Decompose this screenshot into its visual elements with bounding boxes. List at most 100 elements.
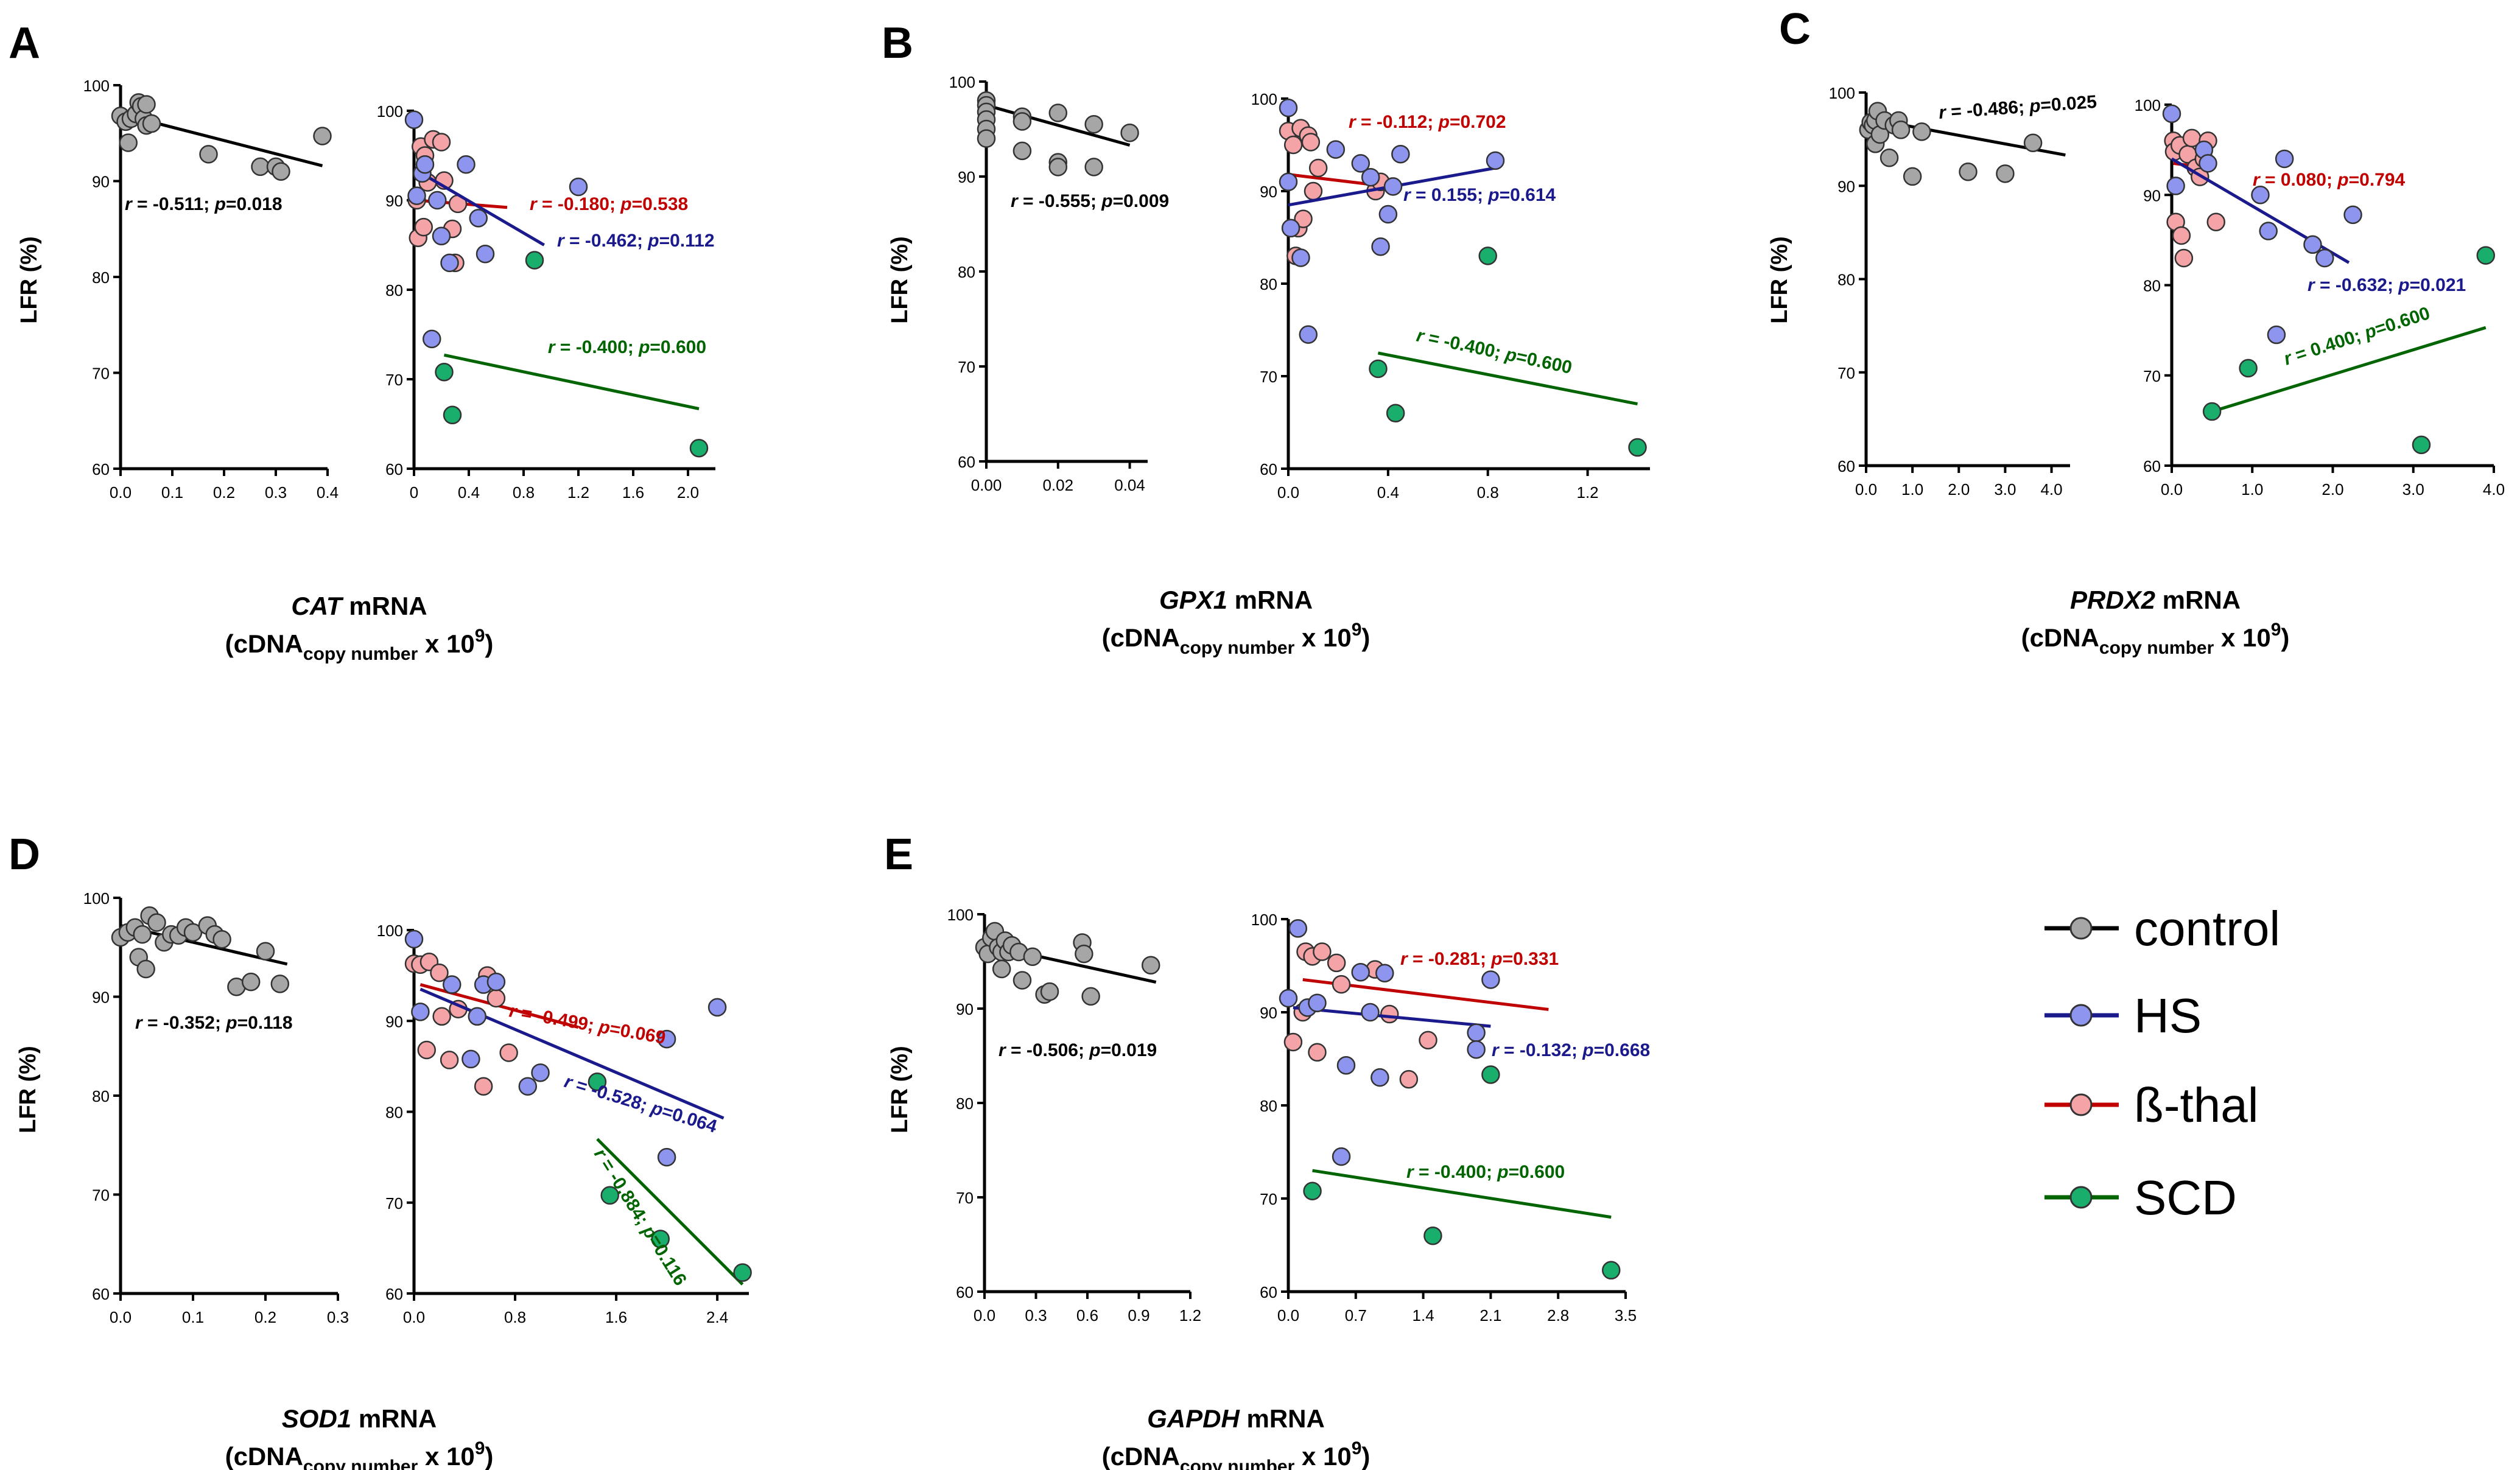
legend-item-SCD: SCD bbox=[2044, 1171, 2237, 1225]
x-tick-label: 0.3 bbox=[265, 483, 287, 502]
data-point-SCD bbox=[1478, 247, 1497, 265]
x-tick-label: 0.0 bbox=[110, 483, 132, 502]
fit-line-control bbox=[986, 103, 1131, 147]
fit-line-SCD bbox=[443, 353, 700, 410]
y-tick-label: 90 bbox=[385, 192, 403, 210]
data-point-SCD bbox=[1602, 1261, 1621, 1280]
data-point-HS bbox=[432, 226, 451, 246]
stat-annotation-SCD: r = -0.400; p=0.600 bbox=[1406, 1162, 1565, 1182]
data-point-SCD bbox=[1369, 359, 1388, 379]
data-point-thal bbox=[2206, 212, 2225, 231]
x-tick-label: 2.8 bbox=[1547, 1306, 1569, 1325]
y-tick-label: 70 bbox=[92, 365, 110, 383]
data-point-control bbox=[1912, 122, 1931, 141]
y-tick-label: 100 bbox=[377, 102, 403, 121]
data-point-HS bbox=[518, 1077, 538, 1096]
x-tick-label: 0.8 bbox=[513, 483, 535, 502]
y-tick-label: 90 bbox=[92, 173, 110, 191]
data-point-HS bbox=[1383, 177, 1403, 196]
data-point-control bbox=[251, 157, 270, 177]
y-tick-label: 60 bbox=[1260, 1283, 1277, 1301]
y-tick-label: 60 bbox=[1260, 460, 1277, 478]
data-point-thal bbox=[1283, 135, 1303, 155]
y-tick-label: 70 bbox=[385, 1194, 403, 1213]
y-tick-label: 60 bbox=[958, 453, 975, 471]
data-point-HS bbox=[1467, 1040, 1486, 1059]
data-point-HS bbox=[407, 186, 426, 205]
data-point-thal bbox=[417, 1040, 437, 1060]
data-point-HS bbox=[486, 972, 506, 992]
data-point-HS bbox=[2303, 235, 2322, 254]
y-tick-label: 90 bbox=[1260, 183, 1277, 201]
data-point-HS bbox=[1371, 1068, 1389, 1087]
data-point-HS bbox=[1308, 993, 1327, 1012]
x-tick-label: 0.9 bbox=[1128, 1306, 1149, 1325]
data-point-SCD bbox=[1423, 1226, 1442, 1245]
y-tick-label: 60 bbox=[2143, 457, 2161, 475]
legend-label: ß-thal bbox=[2134, 1078, 2259, 1132]
legend: control HS ß-thal SCD bbox=[2044, 901, 2280, 1225]
x-tick-label: 0 bbox=[410, 483, 418, 502]
y-tick-label: 80 bbox=[2143, 277, 2161, 295]
data-point-thal bbox=[1308, 1043, 1327, 1062]
stat-annotation-control: r = -0.352; p=0.118 bbox=[135, 1013, 293, 1033]
data-point-control bbox=[1996, 164, 2015, 183]
stat-annotation-control: r = -0.511; p=0.018 bbox=[125, 194, 283, 214]
y-tick-label: 100 bbox=[949, 73, 975, 91]
data-point-HS bbox=[657, 1029, 676, 1049]
data-point-control bbox=[1013, 971, 1032, 990]
data-point-control bbox=[1959, 163, 1978, 181]
y-tick-label: 90 bbox=[1260, 1004, 1277, 1022]
data-point-control bbox=[1879, 149, 1899, 167]
x-tick-label: 0.4 bbox=[458, 483, 480, 502]
data-point-SCD bbox=[600, 1186, 619, 1205]
y-tick-label: 80 bbox=[1837, 271, 1855, 289]
x-tick-label: 3.0 bbox=[2402, 480, 2424, 499]
x-tick-label: 0.8 bbox=[504, 1308, 526, 1326]
x-tick-label: 0.1 bbox=[161, 483, 183, 502]
data-point-control bbox=[136, 959, 155, 979]
data-point-thal bbox=[474, 1077, 493, 1096]
data-point-SCD bbox=[443, 405, 462, 425]
stat-annotation-thal: r = -0.281; p=0.331 bbox=[1400, 949, 1559, 969]
stat-annotation-SCD: r = -0.400; p=0.600 bbox=[548, 337, 706, 357]
x-tick-label: 0.02 bbox=[1042, 476, 1073, 494]
stat-annotation-HS: r = -0.132; p=0.668 bbox=[1492, 1040, 1650, 1060]
y-tick-label: 100 bbox=[947, 906, 974, 924]
data-point-control bbox=[199, 145, 218, 164]
data-point-control bbox=[212, 930, 231, 949]
x-tick-label: 0.4 bbox=[1377, 483, 1399, 502]
subplot-control: 60 70 80 90 100 0.0 0.1 0.2 0.3 r = -0.352; p=0.1… bbox=[83, 889, 349, 1326]
y-axis-label: LFR (%) bbox=[887, 236, 913, 324]
y-tick-label: 70 bbox=[956, 1189, 974, 1207]
data-point-SCD bbox=[1386, 404, 1405, 423]
legend-item-thal: ß-thal bbox=[2044, 1078, 2259, 1132]
x-axis-label: GPX1 mRNA bbox=[1159, 586, 1313, 614]
data-point-HS bbox=[1375, 964, 1394, 982]
data-point-thal bbox=[1313, 942, 1332, 961]
x-axis-label: SOD1 mRNA bbox=[282, 1404, 437, 1433]
y-tick-label: 100 bbox=[2135, 96, 2161, 114]
y-tick-label: 80 bbox=[385, 1104, 403, 1122]
data-point-thal bbox=[2174, 248, 2194, 268]
data-point-control bbox=[1084, 158, 1103, 177]
stat-annotation-thal: r = -0.180; p=0.538 bbox=[530, 194, 688, 214]
x-tick-label: 1.0 bbox=[1901, 480, 1923, 499]
x-tick-label: 2.0 bbox=[1948, 480, 1970, 499]
data-point-control bbox=[1075, 944, 1093, 964]
x-tick-label: 1.2 bbox=[1179, 1306, 1201, 1325]
data-point-thal bbox=[1304, 181, 1323, 201]
y-tick-label: 90 bbox=[385, 1012, 403, 1031]
data-point-control bbox=[1120, 123, 1139, 142]
x-tick-label: 0.3 bbox=[327, 1308, 349, 1326]
y-tick-label: 70 bbox=[1837, 364, 1855, 382]
data-point-HS bbox=[1279, 98, 1298, 117]
data-point-HS bbox=[2251, 186, 2270, 205]
y-tick-label: 90 bbox=[1837, 177, 1855, 195]
y-axis-label: LFR (%) bbox=[887, 1046, 913, 1133]
data-point-thal bbox=[1294, 209, 1313, 228]
subplot-patients: 60 70 80 90 100 0.0 0.8 1.6 2.4 r = -0.499; p=0.0… bbox=[377, 922, 752, 1326]
x-tick-label: 0.00 bbox=[971, 476, 1002, 494]
stat-annotation-HS: r = -0.528; p=0.064 bbox=[562, 1071, 720, 1137]
data-point-control bbox=[147, 913, 166, 932]
